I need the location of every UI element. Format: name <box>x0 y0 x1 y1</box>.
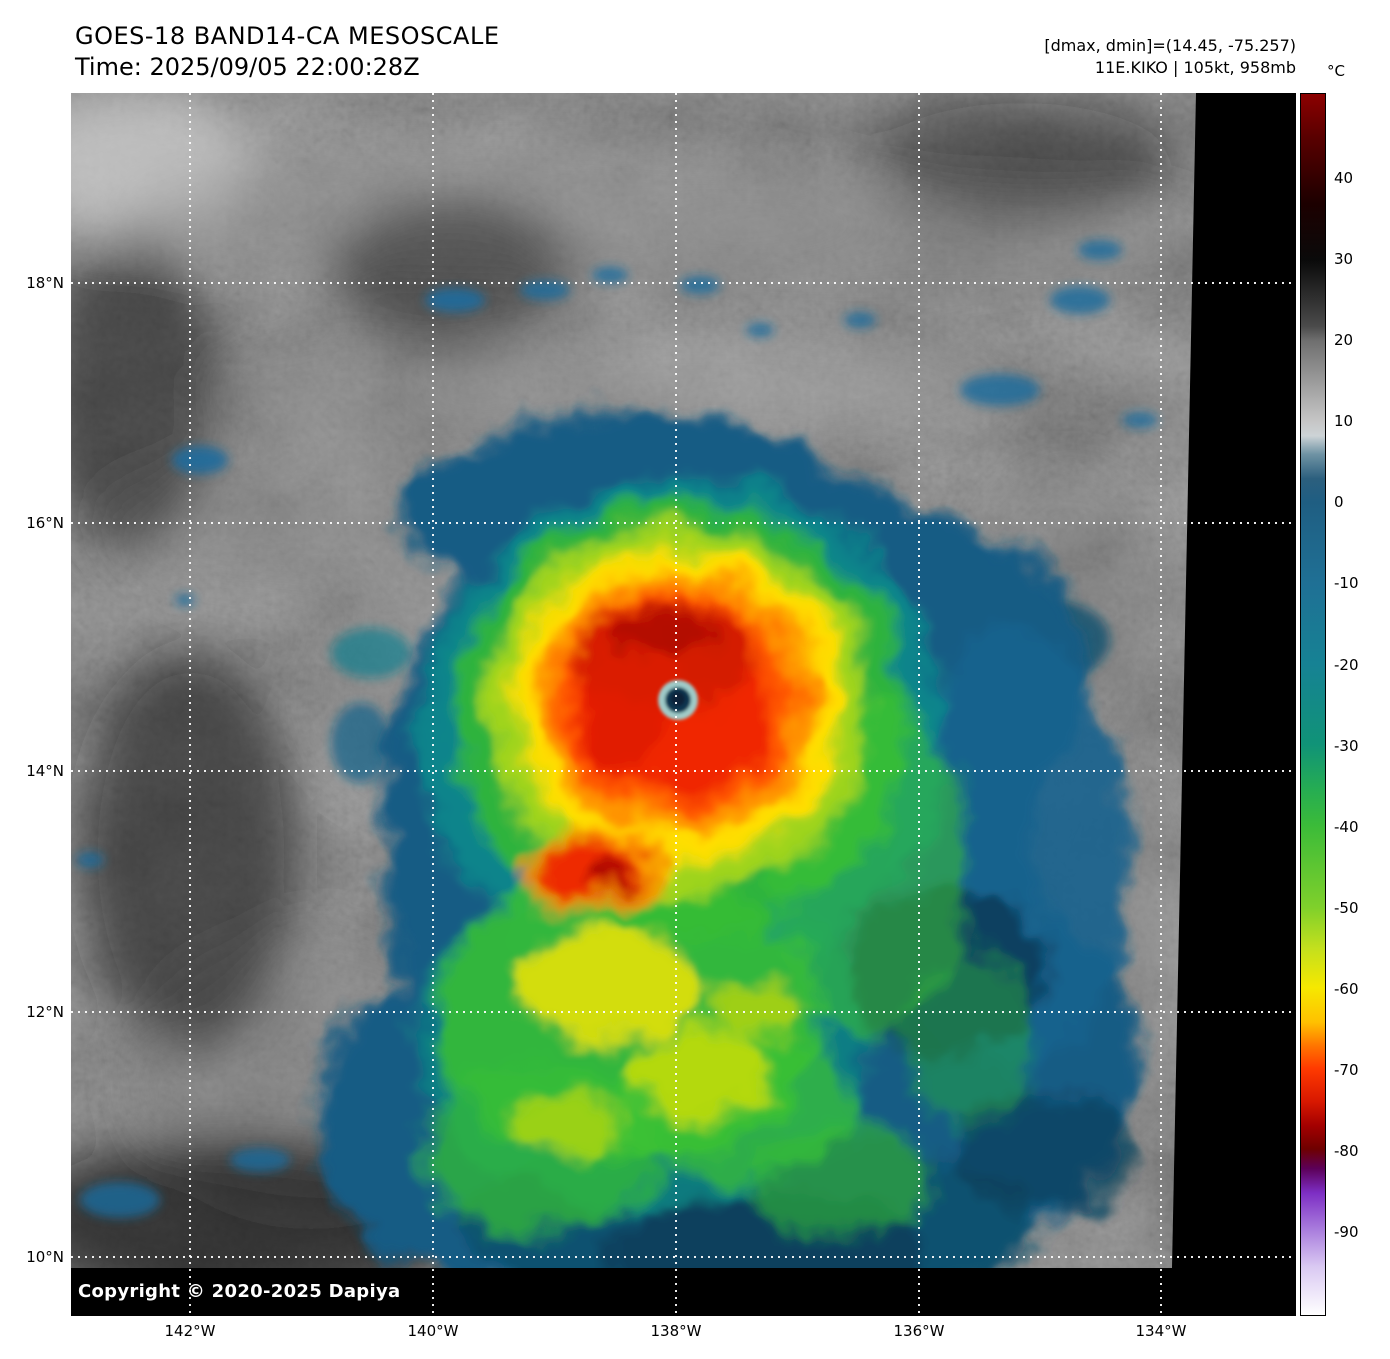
hurricane-eye <box>658 680 698 720</box>
lon-label-142W: 142°W <box>164 1322 216 1340</box>
colorbar-tick-label: 0 <box>1334 493 1344 511</box>
satellite-image <box>71 93 1296 1316</box>
gridline-134W <box>1160 93 1162 1316</box>
lon-label-134W: 134°W <box>1135 1322 1187 1340</box>
colorbar-tick-label: -50 <box>1334 899 1359 917</box>
colorbar-tick-label: -60 <box>1334 980 1359 998</box>
lon-label-140W: 140°W <box>407 1322 459 1340</box>
gridline-142W <box>189 93 191 1316</box>
colorbar-tick-label: 20 <box>1334 331 1354 349</box>
dmax-dmin-readout: [dmax, dmin]=(14.45, -75.257) <box>1044 36 1296 55</box>
lat-label-18N: 18°N <box>26 274 64 292</box>
colorbar-unit-label: °C <box>1327 62 1345 80</box>
satellite-raster <box>71 93 1296 1316</box>
gridline-10N <box>71 1256 1296 1258</box>
lon-label-136W: 136°W <box>893 1322 945 1340</box>
lon-label-138W: 138°W <box>650 1322 702 1340</box>
lat-label-16N: 16°N <box>26 514 64 532</box>
lat-label-12N: 12°N <box>26 1003 64 1021</box>
gridline-140W <box>432 93 434 1316</box>
temperature-colorbar <box>1300 93 1326 1316</box>
gridline-138W <box>675 93 677 1316</box>
nodata-bottom-strip <box>71 1268 1296 1316</box>
colorbar-tick-label: -70 <box>1334 1061 1359 1079</box>
colorbar-tick-label: -20 <box>1334 656 1359 674</box>
colorbar-tick-label: 30 <box>1334 250 1354 268</box>
colorbar-tick-label: -10 <box>1334 574 1359 592</box>
colorbar-tick-label: -90 <box>1334 1223 1359 1241</box>
colorbar-tick-label: 40 <box>1334 169 1354 187</box>
gridline-16N <box>71 522 1296 524</box>
lat-label-14N: 14°N <box>26 762 64 780</box>
colorbar-tick-label: -40 <box>1334 818 1359 836</box>
page-title: GOES-18 BAND14-CA MESOSCALE <box>75 22 500 50</box>
gridline-18N <box>71 282 1296 284</box>
colorbar-tick-label: -30 <box>1334 737 1359 755</box>
gridline-12N <box>71 1011 1296 1013</box>
colorbar-tick-label: 10 <box>1334 412 1354 430</box>
copyright-notice: Copyright © 2020-2025 Dapiya <box>78 1281 401 1302</box>
lat-label-10N: 10°N <box>26 1248 64 1266</box>
storm-info: 11E.KIKO | 105kt, 958mb <box>1094 58 1296 77</box>
hurricane <box>311 413 1141 1313</box>
colorbar-tick-label: -80 <box>1334 1142 1359 1160</box>
timestamp: Time: 2025/09/05 22:00:28Z <box>75 53 420 81</box>
gridline-14N <box>71 770 1296 772</box>
nodata-right-region <box>1171 93 1296 1316</box>
gridline-136W <box>918 93 920 1316</box>
